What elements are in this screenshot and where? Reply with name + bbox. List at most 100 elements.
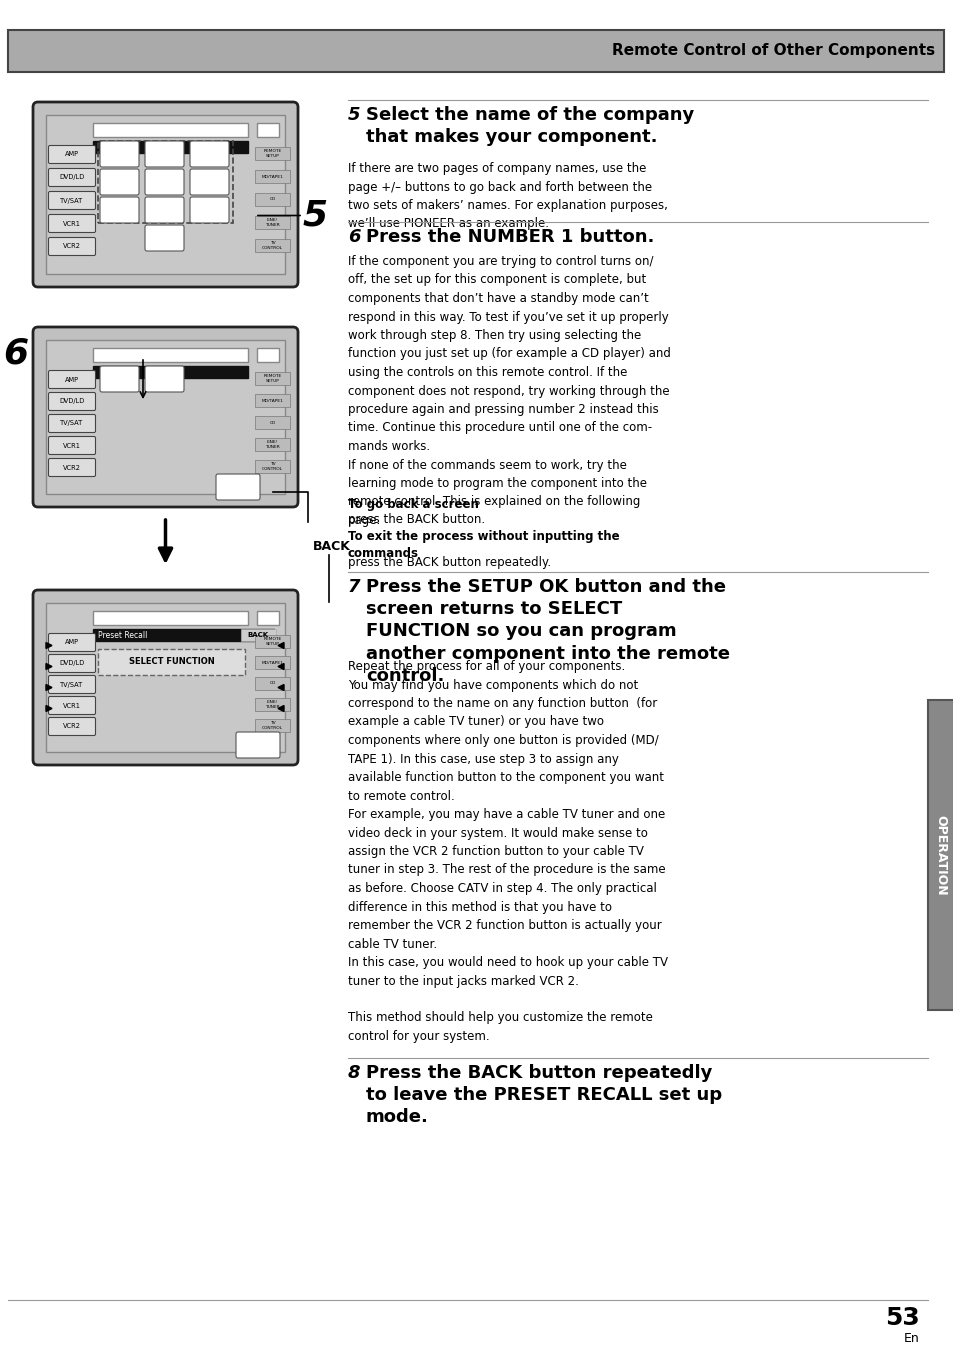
FancyBboxPatch shape <box>190 197 229 222</box>
Text: VCR2: VCR2 <box>63 244 81 249</box>
Text: TV/SAT: TV/SAT <box>60 682 84 687</box>
FancyBboxPatch shape <box>49 214 95 232</box>
Bar <box>46 115 285 274</box>
Text: TV/SAT: TV/SAT <box>60 198 84 204</box>
FancyBboxPatch shape <box>49 414 95 433</box>
Text: MD/TAPE1: MD/TAPE1 <box>261 399 283 403</box>
FancyBboxPatch shape <box>49 437 95 454</box>
Text: TV
CONTROL: TV CONTROL <box>262 462 283 470</box>
Bar <box>254 677 290 690</box>
FancyBboxPatch shape <box>33 590 297 766</box>
Text: Repeat the process for all of your components.
You may find you have components : Repeat the process for all of your compo… <box>348 661 667 1043</box>
Text: If there are two pages of company names, use the
page +/– buttons to go back and: If there are two pages of company names,… <box>348 162 667 231</box>
Text: If the component you are trying to control turns on/
off, the set up for this co: If the component you are trying to contr… <box>348 255 670 527</box>
Text: SELECT FUNCTION: SELECT FUNCTION <box>129 658 214 666</box>
Text: press the BACK button.: press the BACK button. <box>348 514 485 526</box>
Text: TV
CONTROL: TV CONTROL <box>262 721 283 729</box>
Text: OPERATION: OPERATION <box>934 814 946 895</box>
Bar <box>92 123 248 137</box>
Text: CD: CD <box>269 682 275 686</box>
Text: LINE/
TUNER: LINE/ TUNER <box>265 701 279 709</box>
Text: Remote Control of Other Components: Remote Control of Other Components <box>611 43 934 58</box>
Bar <box>254 372 290 386</box>
FancyBboxPatch shape <box>49 675 95 693</box>
Text: LINE/
TUNER: LINE/ TUNER <box>265 441 279 449</box>
Bar <box>254 216 290 229</box>
FancyBboxPatch shape <box>98 648 245 675</box>
Text: 5: 5 <box>302 198 327 232</box>
Text: TV
CONTROL: TV CONTROL <box>262 241 283 249</box>
FancyBboxPatch shape <box>100 168 139 195</box>
Bar <box>50 414 94 422</box>
Bar <box>50 146 94 152</box>
FancyBboxPatch shape <box>215 474 260 500</box>
Text: To exit the process without inputting the
commands: To exit the process without inputting th… <box>348 530 619 559</box>
Text: VCR2: VCR2 <box>63 724 81 729</box>
Bar <box>254 147 290 160</box>
Text: BACK: BACK <box>247 632 269 638</box>
Polygon shape <box>277 643 284 648</box>
Bar <box>927 700 953 1010</box>
Bar <box>50 168 94 175</box>
Bar <box>254 460 290 473</box>
FancyBboxPatch shape <box>145 168 184 195</box>
Text: TV/SAT: TV/SAT <box>60 421 84 426</box>
Bar <box>46 340 285 493</box>
Bar <box>50 371 94 377</box>
Polygon shape <box>46 663 52 670</box>
Bar <box>254 698 290 710</box>
Bar <box>92 630 274 642</box>
Bar <box>50 634 94 640</box>
Text: CD: CD <box>269 421 275 425</box>
Bar <box>50 437 94 443</box>
Text: LINE/
TUNER: LINE/ TUNER <box>265 218 279 226</box>
Text: VCR1: VCR1 <box>63 442 81 449</box>
Polygon shape <box>277 705 284 712</box>
FancyBboxPatch shape <box>145 197 184 222</box>
FancyBboxPatch shape <box>145 367 184 392</box>
Text: 7: 7 <box>348 578 360 596</box>
Polygon shape <box>46 705 52 712</box>
Text: REMOTE
SETUP: REMOTE SETUP <box>263 638 281 646</box>
Bar <box>256 348 278 363</box>
Bar <box>8 30 943 71</box>
FancyBboxPatch shape <box>190 142 229 167</box>
Bar <box>50 655 94 662</box>
Bar <box>50 697 94 704</box>
Bar <box>254 718 290 732</box>
Text: AMP: AMP <box>65 376 79 383</box>
Text: 53: 53 <box>884 1306 919 1330</box>
FancyBboxPatch shape <box>100 142 139 167</box>
Text: AMP: AMP <box>65 639 79 646</box>
FancyBboxPatch shape <box>49 168 95 186</box>
Bar <box>92 611 248 625</box>
Bar <box>254 394 290 407</box>
Text: DVD/LD: DVD/LD <box>59 399 85 404</box>
Text: To go back a screen: To go back a screen <box>348 497 478 511</box>
FancyBboxPatch shape <box>49 655 95 673</box>
Text: 8: 8 <box>348 1064 360 1082</box>
FancyBboxPatch shape <box>49 237 95 256</box>
Text: VCR2: VCR2 <box>63 465 81 470</box>
FancyBboxPatch shape <box>100 367 139 392</box>
Bar <box>256 611 278 625</box>
FancyBboxPatch shape <box>49 191 95 209</box>
Bar <box>50 675 94 682</box>
Text: Press the SETUP OK button and the
screen returns to SELECT
FUNCTION so you can p: Press the SETUP OK button and the screen… <box>366 578 729 685</box>
Bar <box>50 214 94 221</box>
Text: REMOTE
SETUP: REMOTE SETUP <box>263 150 281 158</box>
FancyBboxPatch shape <box>235 732 280 758</box>
FancyBboxPatch shape <box>49 458 95 476</box>
Text: Preset Recall: Preset Recall <box>98 631 147 639</box>
Text: DVD/LD: DVD/LD <box>59 661 85 666</box>
FancyBboxPatch shape <box>145 142 184 167</box>
Bar <box>50 392 94 399</box>
FancyBboxPatch shape <box>145 225 184 251</box>
FancyBboxPatch shape <box>49 371 95 388</box>
Bar <box>254 635 290 648</box>
Text: DVD/LD: DVD/LD <box>59 174 85 181</box>
Text: MD/TAPE1: MD/TAPE1 <box>261 661 283 665</box>
FancyBboxPatch shape <box>33 102 297 287</box>
Bar <box>92 348 248 363</box>
Bar <box>254 193 290 206</box>
